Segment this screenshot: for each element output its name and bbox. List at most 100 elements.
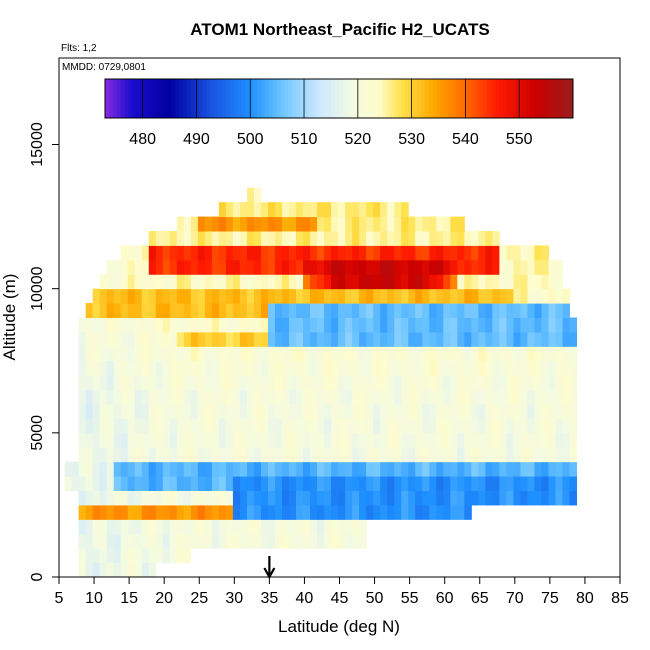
heatmap-cell	[267, 288, 276, 304]
heatmap-cell	[548, 490, 556, 506]
colorbar-segment	[218, 79, 223, 118]
colorbar-segment	[319, 79, 324, 118]
heatmap-cell	[541, 288, 549, 304]
colorbar-tick-label: 520	[344, 131, 371, 148]
heatmap-cell	[176, 346, 185, 362]
heatmap-cell	[492, 259, 500, 275]
heatmap-cell	[204, 360, 213, 376]
heatmap-cell	[310, 331, 318, 347]
heatmap-cell	[436, 331, 444, 347]
heatmap-cell	[366, 360, 374, 376]
heatmap-cell	[492, 461, 500, 477]
heatmap-cell	[92, 548, 101, 564]
heatmap-cell	[260, 288, 269, 304]
heatmap-cell	[260, 274, 269, 290]
heatmap-cell	[204, 533, 213, 549]
heatmap-cell	[246, 533, 255, 549]
heatmap-cell	[197, 360, 206, 376]
heatmap-cell	[394, 202, 402, 218]
heatmap-cell	[218, 504, 227, 520]
heatmap-cell	[169, 331, 178, 347]
heatmap-cell	[176, 447, 185, 463]
heatmap-cell	[443, 476, 451, 491]
heatmap-cell	[457, 418, 465, 434]
colorbar-segment	[229, 79, 235, 118]
heatmap-cell	[429, 216, 437, 232]
heatmap-cell	[148, 490, 157, 506]
heatmap-cell	[211, 490, 220, 506]
heatmap-cell	[548, 360, 556, 376]
heatmap-cell	[506, 288, 514, 304]
heatmap-cell	[253, 519, 262, 535]
heatmap-cell	[436, 418, 444, 434]
heatmap-cell	[408, 216, 416, 232]
heatmap-cell	[155, 346, 164, 362]
heatmap-cell	[176, 216, 185, 232]
heatmap-cell	[450, 432, 458, 448]
heatmap-cell	[176, 288, 185, 304]
heatmap-cell	[373, 504, 381, 520]
heatmap-cell	[513, 375, 521, 391]
heatmap-cell	[562, 447, 571, 463]
heatmap-cell	[310, 447, 318, 463]
heatmap-cell	[260, 504, 269, 520]
heatmap-cell	[99, 418, 108, 434]
heatmap-cell	[317, 245, 325, 261]
colorbar-segment	[471, 79, 476, 118]
heatmap-cell	[338, 331, 346, 347]
heatmap-cell	[520, 259, 528, 275]
heatmap-cell	[211, 360, 220, 376]
heatmap-cell	[499, 317, 507, 333]
heatmap-cell	[478, 303, 486, 318]
heatmap-cell	[317, 476, 325, 491]
heatmap-cell	[282, 231, 290, 246]
heatmap-cell	[541, 375, 549, 391]
heatmap-cell	[429, 360, 437, 376]
heatmap-cell	[380, 504, 388, 520]
heatmap-cell	[429, 418, 437, 434]
heatmap-cell	[324, 231, 332, 246]
heatmap-cell	[457, 346, 465, 362]
heatmap-cell	[296, 519, 304, 535]
heatmap-cell	[274, 360, 283, 376]
heatmap-cell	[429, 490, 437, 506]
heatmap-cell	[541, 303, 549, 318]
heatmap-cell	[555, 418, 563, 434]
heatmap-cell	[387, 432, 395, 448]
heatmap-cell	[331, 490, 339, 506]
heatmap-cell	[359, 519, 367, 535]
heatmap-cell	[541, 346, 549, 362]
heatmap-cell	[204, 404, 213, 419]
heatmap-cell	[380, 274, 388, 290]
heatmap-cell	[373, 231, 381, 246]
heatmap-cell	[106, 490, 115, 506]
heatmap-cell	[211, 404, 220, 419]
heatmap-cell	[239, 245, 248, 261]
heatmap-cell	[162, 259, 171, 275]
heatmap-cell	[78, 461, 87, 477]
heatmap-cell	[520, 418, 528, 434]
heatmap-cell	[282, 331, 290, 347]
heatmap-cell	[443, 317, 451, 333]
heatmap-cell	[197, 418, 206, 434]
heatmap-cell	[380, 432, 388, 448]
heatmap-cell	[331, 533, 339, 549]
heatmap-cell	[401, 202, 409, 218]
heatmap-cell	[176, 231, 185, 246]
heatmap-cell	[492, 274, 500, 290]
heatmap-cell	[541, 317, 549, 333]
heatmap-cell	[380, 288, 388, 304]
heatmap-cell	[267, 504, 276, 520]
heatmap-cell	[296, 389, 304, 405]
heatmap-cell	[246, 404, 255, 419]
heatmap-cell	[506, 418, 514, 434]
colorbar-segment	[498, 79, 504, 118]
heatmap-cell	[92, 288, 101, 304]
heatmap-cell	[282, 288, 290, 304]
heatmap-cell	[134, 331, 143, 347]
heatmap-cell	[99, 303, 108, 318]
heatmap-cell	[289, 476, 297, 491]
colorbar-segment	[420, 79, 426, 118]
heatmap-cell	[260, 231, 269, 246]
colorbar-segment	[413, 79, 418, 118]
